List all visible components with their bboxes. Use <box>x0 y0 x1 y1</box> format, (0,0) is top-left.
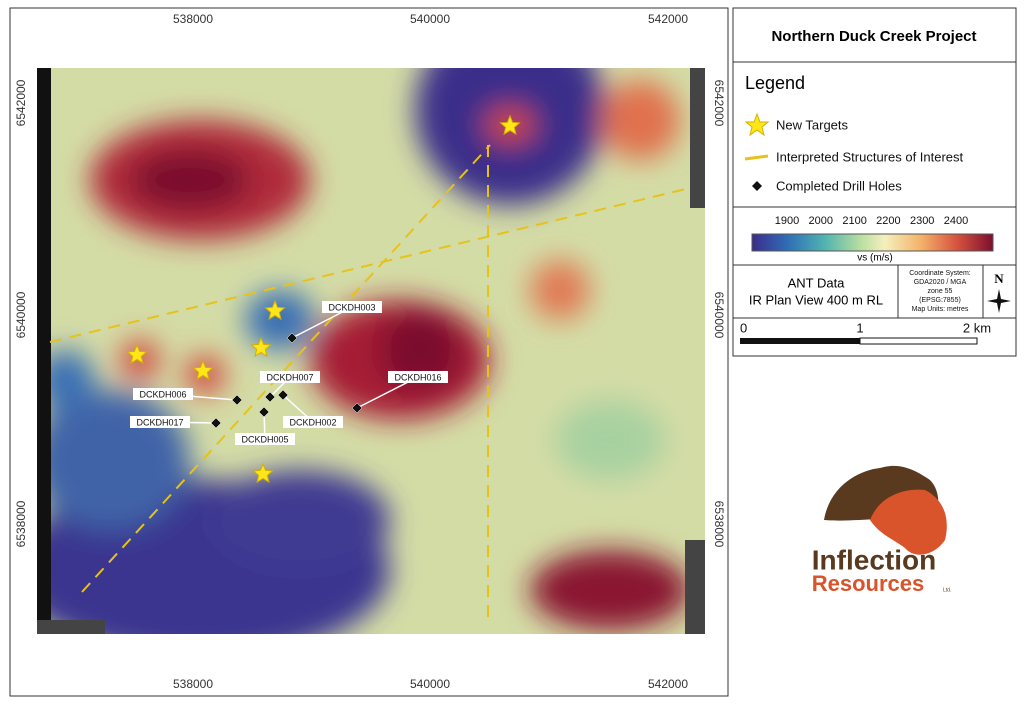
label-box <box>283 416 343 428</box>
drill-hole <box>286 332 298 344</box>
target-star <box>192 359 214 381</box>
panel-title: Northern Duck Creek Project <box>771 28 976 45</box>
scale-label: 2 km <box>963 320 991 335</box>
x-tick-label: 538000 <box>173 12 213 26</box>
drill-hole <box>231 394 243 406</box>
legend-item: New Targets <box>776 117 849 132</box>
target-star <box>264 299 286 321</box>
colorbar-label: vs (m/s) <box>857 253 893 264</box>
label-box <box>133 388 193 400</box>
crs-line: (EPSG:7855) <box>919 297 961 304</box>
scale-label: 0 <box>740 320 747 335</box>
target-star <box>250 336 272 358</box>
label-box <box>130 416 190 428</box>
x-tick-label: 540000 <box>410 677 450 691</box>
crs-line: GDA2020 / MGA <box>914 279 967 286</box>
colorbar <box>751 233 994 252</box>
drill-hole <box>277 389 289 401</box>
logo-name: Inflection <box>812 544 936 575</box>
y-tick-label: 6540000 <box>712 292 726 339</box>
colorbar-tick: 2100 <box>842 215 866 227</box>
logo-sub: Resources <box>812 571 925 596</box>
drill-label: DCKDH002 <box>289 417 336 427</box>
y-tick-label: 6542000 <box>712 80 726 127</box>
colorbar-tick: 2300 <box>910 215 934 227</box>
label-box <box>322 301 382 313</box>
legend-item: Interpreted Structures of Interest <box>776 149 964 164</box>
info-line: IR Plan View 400 m RL <box>749 292 883 307</box>
drill-holes: DCKDH003 DCKDH006 DCKDH007 DCKDH017 DCKDH002… <box>130 301 448 445</box>
x-tick-label: 542000 <box>648 677 688 691</box>
drill-label: DCKDH006 <box>139 389 186 399</box>
drill-label: DCKDH017 <box>136 417 183 427</box>
x-tick-label: 538000 <box>173 677 213 691</box>
colorbar-tick: 1900 <box>775 215 799 227</box>
north-arrow <box>987 289 1011 313</box>
colorbar-tick: 2000 <box>809 215 833 227</box>
y-tick-label: 6538000 <box>712 501 726 548</box>
drill-label: DCKDH003 <box>328 302 375 312</box>
target-star <box>126 343 148 365</box>
crs-line: Map Units: metres <box>912 306 969 313</box>
logo-suffix: Ltd. <box>943 587 951 593</box>
colorbar-tick: 2400 <box>944 215 968 227</box>
targets <box>126 114 521 484</box>
heatmap <box>37 68 705 634</box>
colorbar-tick: 2200 <box>876 215 900 227</box>
y-tick-label: 6538000 <box>14 500 28 547</box>
drill-label: DCKDH016 <box>394 372 441 382</box>
scale-label: 1 <box>856 320 863 335</box>
target-star <box>499 114 521 136</box>
crs-line: zone 55 <box>928 288 953 295</box>
y-tick-label: 6540000 <box>14 291 28 338</box>
drill-hole <box>210 417 222 429</box>
side-panel <box>732 7 1017 357</box>
target-star <box>252 462 274 484</box>
label-box <box>260 371 320 383</box>
coordinate-ticks: 538000 538000 540000 540000 542000 542000 6542… <box>14 12 726 691</box>
label-box <box>235 433 295 445</box>
label-box <box>388 371 448 383</box>
y-tick-label: 6542000 <box>14 79 28 126</box>
structures <box>49 144 691 620</box>
drill-hole <box>264 391 276 403</box>
legend-item: Completed Drill Holes <box>776 178 902 193</box>
drill-label: DCKDH005 <box>241 434 288 444</box>
drill-hole <box>258 406 270 418</box>
drill-label: DCKDH007 <box>266 372 313 382</box>
x-tick-label: 542000 <box>648 12 688 26</box>
info-line: ANT Data <box>788 275 846 290</box>
legend-heading: Legend <box>745 73 805 93</box>
crs-line: Coordinate System: <box>909 270 971 277</box>
x-tick-label: 540000 <box>410 12 450 26</box>
drill-hole <box>351 402 363 414</box>
north-label: N <box>994 271 1004 286</box>
logo: Inflection Resources Ltd. <box>812 465 951 596</box>
